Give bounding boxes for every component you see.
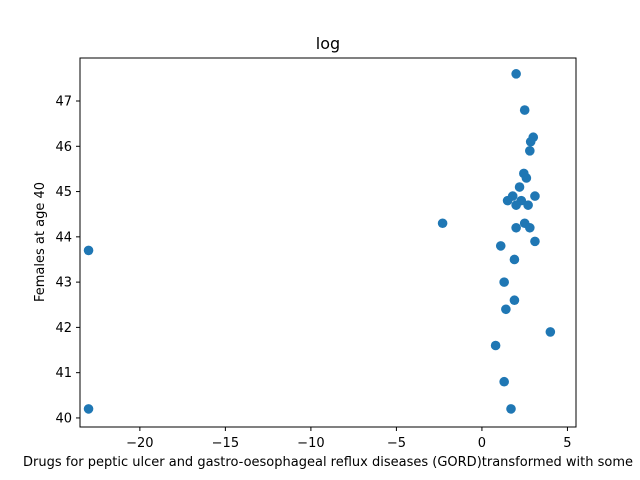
- x-axis-label: Drugs for peptic ulcer and gastro-oesoph…: [23, 455, 633, 470]
- y-tick-label: 42: [55, 321, 72, 336]
- scatter-point: [521, 173, 532, 183]
- scatter-point: [525, 146, 535, 156]
- y-tick-label: 44: [55, 230, 72, 245]
- points-layer: [83, 69, 556, 414]
- x-tick-label: −5: [387, 436, 406, 451]
- scatter-point: [499, 277, 509, 287]
- scatter-point: [530, 236, 540, 247]
- x-axis: −20 −15 −10 −5 0 5: [126, 427, 572, 451]
- scatter-point: [437, 218, 448, 229]
- x-tick-label: −15: [212, 436, 239, 451]
- scatter-point: [502, 195, 513, 206]
- y-tick-label: 45: [55, 185, 72, 200]
- x-tick-label: −10: [297, 436, 324, 451]
- scatter-point: [514, 182, 525, 192]
- scatter-point: [495, 241, 506, 251]
- x-tick-label: 5: [563, 436, 571, 451]
- scatter-point: [545, 327, 556, 337]
- scatter-point: [511, 69, 521, 79]
- scatter-point: [83, 404, 94, 414]
- scatter-point: [501, 304, 511, 315]
- scatter-point: [506, 404, 516, 414]
- plot-frame: [79, 57, 577, 428]
- scatter-point: [530, 191, 540, 201]
- scatter-point: [525, 222, 535, 233]
- y-tick-label: 47: [55, 95, 72, 110]
- scatter-point: [523, 200, 533, 210]
- scatter-point: [511, 200, 521, 210]
- scatter-point: [83, 245, 94, 256]
- x-tick-label: 0: [478, 436, 486, 451]
- y-tick-label: 40: [55, 411, 72, 426]
- scatter-point: [499, 376, 509, 387]
- y-axis: 40 41 42 43 44 45 46 47: [55, 95, 80, 426]
- scatter-point: [509, 254, 520, 265]
- scatter-point: [490, 340, 501, 351]
- y-tick-label: 43: [55, 276, 72, 291]
- scatter-point: [511, 222, 521, 233]
- y-tick-label: 46: [55, 140, 72, 155]
- scatter-point: [509, 295, 520, 306]
- scatter-point: [519, 105, 530, 115]
- y-axis-label: Females at age 40: [33, 182, 48, 302]
- scatter-point: [525, 136, 536, 147]
- x-tick-label: −20: [126, 436, 153, 451]
- y-tick-label: 41: [55, 366, 72, 381]
- chart-title: log: [316, 34, 340, 53]
